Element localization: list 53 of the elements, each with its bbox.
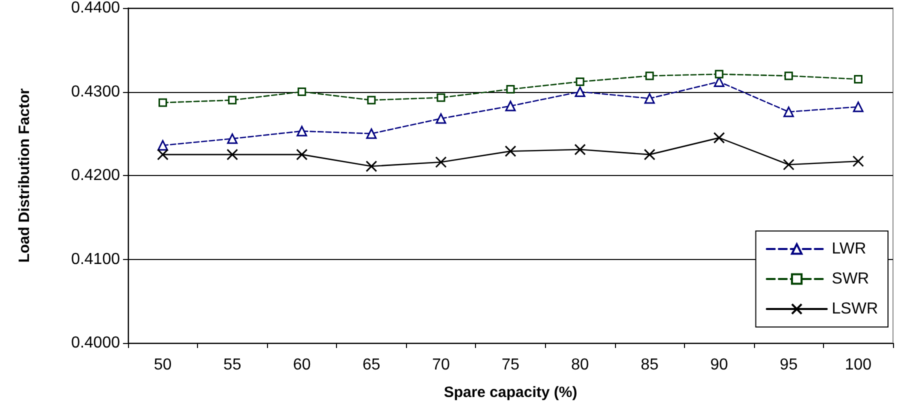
y-tick-label: 0.4400 [71, 0, 120, 16]
point [576, 77, 584, 86]
y-tick-label: 0.4100 [71, 250, 120, 268]
point [852, 102, 864, 112]
y-tick-label: 0.4300 [71, 83, 120, 100]
point [298, 88, 306, 96]
point [506, 84, 515, 94]
point [644, 148, 656, 160]
x-tick-label: 75 [502, 356, 520, 374]
point [228, 96, 237, 104]
y-tick-label: 0.4200 [71, 167, 120, 184]
point [296, 126, 308, 136]
point [783, 106, 794, 118]
x-tick-label: 80 [571, 356, 590, 374]
point [574, 86, 586, 97]
point [436, 93, 446, 102]
point [504, 145, 516, 157]
x-tick-label: 65 [362, 356, 380, 374]
point [644, 93, 655, 104]
point [367, 96, 376, 104]
point [158, 98, 168, 107]
y-tick-label: 0.4000 [71, 334, 120, 352]
point [436, 113, 446, 124]
x-tick-label: 70 [432, 356, 450, 374]
point [854, 74, 862, 84]
x-tick-label: 85 [640, 356, 659, 374]
point [505, 100, 516, 112]
x-tick-label: 95 [780, 356, 798, 374]
point [227, 133, 238, 144]
point [852, 156, 864, 168]
point [782, 158, 794, 170]
point [435, 156, 447, 168]
x-tick-label: 55 [223, 356, 242, 374]
y-axis-title: Load Distribution Factor [16, 88, 33, 263]
point [366, 128, 377, 139]
point [784, 72, 793, 80]
point [645, 72, 654, 80]
point [158, 140, 168, 151]
legend-label: LWR [832, 240, 866, 258]
x-tick-label: 100 [844, 356, 872, 374]
x-tick-label: 60 [292, 356, 311, 374]
point [157, 148, 169, 160]
x-tick-label: 50 [154, 356, 172, 374]
point [574, 144, 586, 156]
x-axis-title: Spare capacity (%) [444, 384, 578, 401]
point [366, 160, 378, 172]
point [713, 132, 725, 144]
point [714, 70, 724, 78]
point [296, 148, 308, 160]
point [226, 148, 238, 160]
legend-label: SWR [832, 270, 870, 288]
x-tick-label: 90 [710, 356, 728, 374]
legend-label: LSWR [832, 300, 878, 318]
